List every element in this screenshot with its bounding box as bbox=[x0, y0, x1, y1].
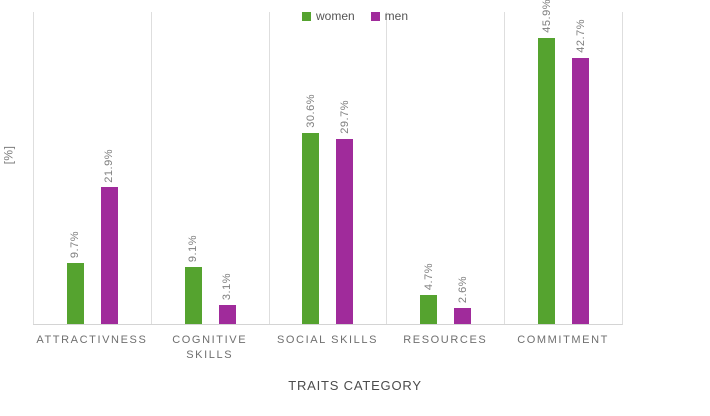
x-axis-title: TRAITS CATEGORY bbox=[288, 378, 422, 393]
x-axis-category-label-social-skills: SOCIAL SKILLS bbox=[276, 334, 379, 346]
x-axis-category-label-attractivness: ATTRACTIVNESS bbox=[36, 334, 148, 346]
x-axis-category-label-resources: RESOURCES bbox=[403, 334, 488, 346]
bar-men-social-skills: 29.7% bbox=[336, 100, 354, 324]
bar-men-attractivness: 21.9% bbox=[100, 149, 118, 324]
category-column-social-skills: 30.6% 29.7% bbox=[268, 12, 387, 324]
x-axis-category-label-cognitive-skills: COGNITIVE SKILLS bbox=[172, 334, 248, 361]
legend-swatch-men bbox=[370, 11, 380, 21]
value-label-women-attractivness: 9.7% bbox=[69, 231, 82, 259]
legend-label-men: men bbox=[384, 9, 409, 23]
bar-women-attractivness: 9.7% bbox=[66, 231, 84, 324]
bar-women-commitment: 45.9% bbox=[538, 0, 556, 324]
value-label-women-social-skills: 30.6% bbox=[304, 94, 317, 129]
legend-item-men: men bbox=[370, 9, 409, 23]
bar-women-resources: 4.7% bbox=[420, 263, 438, 324]
bar-group: 9.7% 21.9% bbox=[34, 12, 151, 324]
legend-label-women: women bbox=[315, 9, 355, 23]
category-column-commitment: 45.9% 42.7% bbox=[504, 0, 622, 324]
x-axis-labels: ATTRACTIVNESS COGNITIVE SKILLS SOCIAL SKIL… bbox=[33, 333, 622, 363]
value-label-men-cognitive-skills: 3.1% bbox=[221, 272, 234, 300]
plot-area: 9.7% 21.9% 9.1% 3.1% 30.6% 29.7% 4.7% 2.6% 45.9%… bbox=[33, 0, 623, 325]
value-label-men-attractivness: 21.9% bbox=[103, 148, 116, 183]
legend-item-women: women bbox=[301, 9, 355, 23]
category-column-attractivness: 9.7% 21.9% bbox=[33, 12, 151, 324]
bar-group: 9.1% 3.1% bbox=[152, 12, 269, 324]
value-label-men-resources: 2.6% bbox=[456, 275, 469, 303]
bar-group: 45.9% 42.7% bbox=[505, 0, 622, 324]
bar-women-social-skills: 30.6% bbox=[302, 94, 320, 324]
legend: women men bbox=[0, 9, 710, 23]
value-label-men-social-skills: 29.7% bbox=[338, 99, 351, 134]
bar-women-cognitive-skills: 9.1% bbox=[184, 235, 202, 324]
bar-men-commitment: 42.7% bbox=[572, 19, 590, 324]
bar-men-cognitive-skills: 3.1% bbox=[218, 273, 236, 324]
value-label-women-cognitive-skills: 9.1% bbox=[187, 235, 200, 263]
value-label-women-resources: 4.7% bbox=[422, 262, 435, 290]
bar-group: 30.6% 29.7% bbox=[270, 12, 387, 324]
category-column-cognitive-skills: 9.1% 3.1% bbox=[150, 12, 269, 324]
category-column-resources: 4.7% 2.6% bbox=[386, 12, 504, 324]
value-label-men-commitment: 42.7% bbox=[574, 18, 587, 53]
bar-men-resources: 2.6% bbox=[454, 276, 472, 324]
y-axis-title: [%] bbox=[1, 145, 16, 165]
x-axis-category-label-commitment: COMMITMENT bbox=[517, 334, 609, 346]
bar-group: 4.7% 2.6% bbox=[387, 12, 504, 324]
legend-swatch-women bbox=[301, 11, 311, 21]
